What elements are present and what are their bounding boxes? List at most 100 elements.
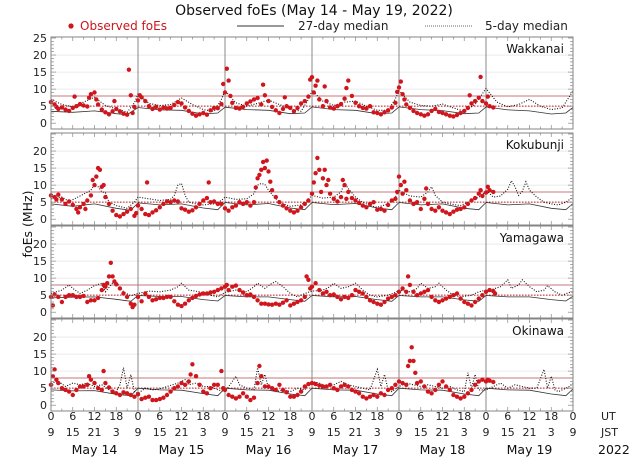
observed-point <box>201 291 206 296</box>
observed-point <box>414 293 420 298</box>
observed-point <box>224 282 229 288</box>
station-label: Wakkanai <box>506 42 564 56</box>
observed-point <box>447 294 452 300</box>
observed-point <box>230 100 235 106</box>
observed-point <box>324 384 329 389</box>
observed-point <box>150 298 155 303</box>
observed-point <box>306 198 311 203</box>
y-tick-label: 0 <box>40 117 47 130</box>
observed-point <box>124 391 130 396</box>
observed-point <box>317 97 322 102</box>
observed-point <box>86 95 92 100</box>
observed-point <box>395 89 400 95</box>
observed-point <box>485 184 490 189</box>
x-tick-label-ut: 6 <box>156 410 163 423</box>
x-tick-label-jst: 3 <box>374 426 381 439</box>
observed-point <box>443 384 449 389</box>
observed-point <box>389 294 394 300</box>
observed-point <box>56 380 61 386</box>
observed-point <box>244 101 249 106</box>
observed-point <box>70 293 76 298</box>
observed-point <box>172 198 177 203</box>
observed-point <box>335 387 340 393</box>
observed-point <box>146 104 152 109</box>
observed-point <box>132 302 137 307</box>
observed-point <box>288 105 293 111</box>
observed-point <box>204 195 210 201</box>
observed-point <box>393 293 398 298</box>
observed-point <box>472 195 478 201</box>
observed-point <box>201 198 206 203</box>
observed-point <box>443 296 449 301</box>
observed-point <box>259 102 264 107</box>
x-tick-label-jst: 9 <box>483 426 490 439</box>
observed-point <box>389 105 394 110</box>
observed-point <box>106 112 112 117</box>
panel-wakkanai: 0 5 10 15 20 25 Wakkanai <box>33 32 574 130</box>
observed-point <box>260 159 266 165</box>
y-tick-label: 15 <box>33 255 47 268</box>
observed-point <box>326 177 331 183</box>
y-tick-label: 20 <box>33 145 47 158</box>
observed-point <box>164 294 170 300</box>
observed-point <box>88 298 94 303</box>
observed-point <box>92 298 97 303</box>
observed-point <box>425 201 431 207</box>
observed-point <box>219 201 224 207</box>
y-tick-label: 15 <box>33 66 47 79</box>
observed-point <box>404 382 409 387</box>
observed-point <box>284 206 289 211</box>
y-tick-label: 5 <box>40 382 47 395</box>
x-axis-jst-label: JST <box>600 426 618 439</box>
observed-point <box>396 379 402 384</box>
observed-point <box>346 384 351 389</box>
observed-point <box>309 75 315 80</box>
observed-point <box>443 210 449 215</box>
observed-point <box>398 182 403 188</box>
observed-point <box>222 387 228 393</box>
day-label: May 15 <box>159 442 205 457</box>
observed-point <box>135 392 141 397</box>
observed-point <box>340 177 345 183</box>
observed-point <box>128 93 133 98</box>
station-panels: 0 5 10 15 20 25 Wakkanai 0 5 10 15 20 Kokubunji 0 5 10 1… <box>33 32 574 412</box>
observed-point <box>105 281 110 286</box>
observed-point <box>66 389 72 394</box>
observed-point <box>447 211 452 217</box>
x-tick-label-ut: 12 <box>523 410 537 423</box>
observed-point <box>454 394 460 399</box>
y-tick-label: 10 <box>33 83 47 96</box>
observed-point <box>219 101 224 107</box>
observed-point <box>349 195 355 201</box>
observed-point <box>228 93 233 99</box>
x-tick-label-ut: 0 <box>483 410 490 423</box>
observed-point <box>99 287 105 293</box>
x-tick-label-jst: 21 <box>523 426 537 439</box>
observed-point <box>360 203 365 208</box>
observed-point <box>375 110 380 116</box>
observed-point <box>480 193 485 199</box>
observed-point <box>454 291 460 296</box>
observed-point <box>50 374 55 379</box>
observed-point <box>204 391 210 396</box>
observed-point <box>309 191 315 196</box>
observed-point <box>144 180 150 185</box>
observed-point <box>349 293 355 298</box>
observed-point <box>70 202 76 208</box>
x-axis: 0 6 12 18 0 6 12 18 0 6 12 18 0 6 12 18 0 6 12 18 0 6 12 18 0 9 15… <box>48 410 577 457</box>
observed-point <box>179 206 184 211</box>
observed-point <box>124 112 130 117</box>
observed-point <box>264 158 269 163</box>
observed-point <box>186 108 191 114</box>
observed-point <box>221 81 226 87</box>
observed-point <box>66 293 72 298</box>
observed-point <box>146 394 152 399</box>
y-tick-label: 15 <box>33 348 47 361</box>
station-label: Yamagawa <box>499 231 564 245</box>
observed-point <box>485 94 490 99</box>
observed-point <box>179 303 184 309</box>
observed-point <box>371 299 376 305</box>
observed-point <box>483 289 489 294</box>
observed-point <box>95 295 101 301</box>
x-tick-label-jst: 9 <box>570 426 577 439</box>
